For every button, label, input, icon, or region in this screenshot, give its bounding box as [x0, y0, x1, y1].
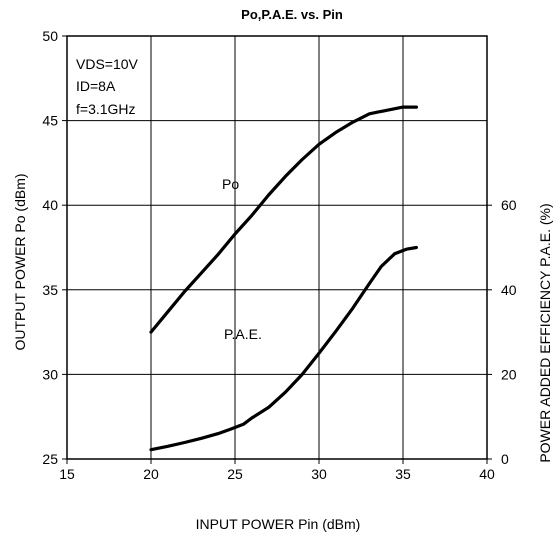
series-line-po [149, 105, 418, 334]
condition-freq: f=3.1GHz [76, 101, 136, 117]
x-tick-label: 25 [227, 466, 243, 482]
y-axis-label-right: POWER ADDED EFFICIENCY P.A.E. (%) [537, 203, 553, 462]
y-left-tick-label: 40 [42, 197, 58, 213]
x-tick-label: 35 [395, 466, 411, 482]
x-axis-label: INPUT POWER Pin (dBm) [196, 516, 361, 532]
y-right-tick-label: 40 [501, 282, 517, 298]
series [149, 105, 418, 452]
x-tick-label: 30 [311, 466, 327, 482]
series-line-p-a-e [149, 245, 418, 452]
y-left-tick-label: 25 [42, 451, 58, 467]
series-label-pae: P.A.E. [224, 326, 262, 342]
x-tick-label: 40 [479, 466, 495, 482]
y-left-tick-label: 45 [42, 113, 58, 129]
x-tick-label: 15 [59, 466, 75, 482]
condition-vds: VDS=10V [76, 56, 139, 72]
conditions: VDS=10V ID=8A f=3.1GHz [76, 56, 139, 117]
chart-title: Po,P.A.E. vs. Pin [241, 7, 343, 22]
series-label-po: Po [222, 176, 239, 192]
y-left-tick-label: 50 [42, 28, 58, 44]
y-left-tick-label: 30 [42, 366, 58, 382]
y-right-tick-label: 20 [501, 366, 517, 382]
x-tick-label: 20 [143, 466, 159, 482]
grid [67, 36, 487, 459]
y-right-tick-label: 60 [501, 197, 517, 213]
ticks: 15 20 25 30 35 40 25 30 35 40 45 50 0 20 40 60 [42, 28, 516, 482]
y-left-tick-label: 35 [42, 282, 58, 298]
y-axis-label-left: OUTPUT POWER Po (dBm) [12, 173, 28, 350]
condition-id: ID=8A [76, 78, 116, 94]
y-right-tick-label: 0 [501, 451, 509, 467]
plot-frame [66, 35, 488, 460]
